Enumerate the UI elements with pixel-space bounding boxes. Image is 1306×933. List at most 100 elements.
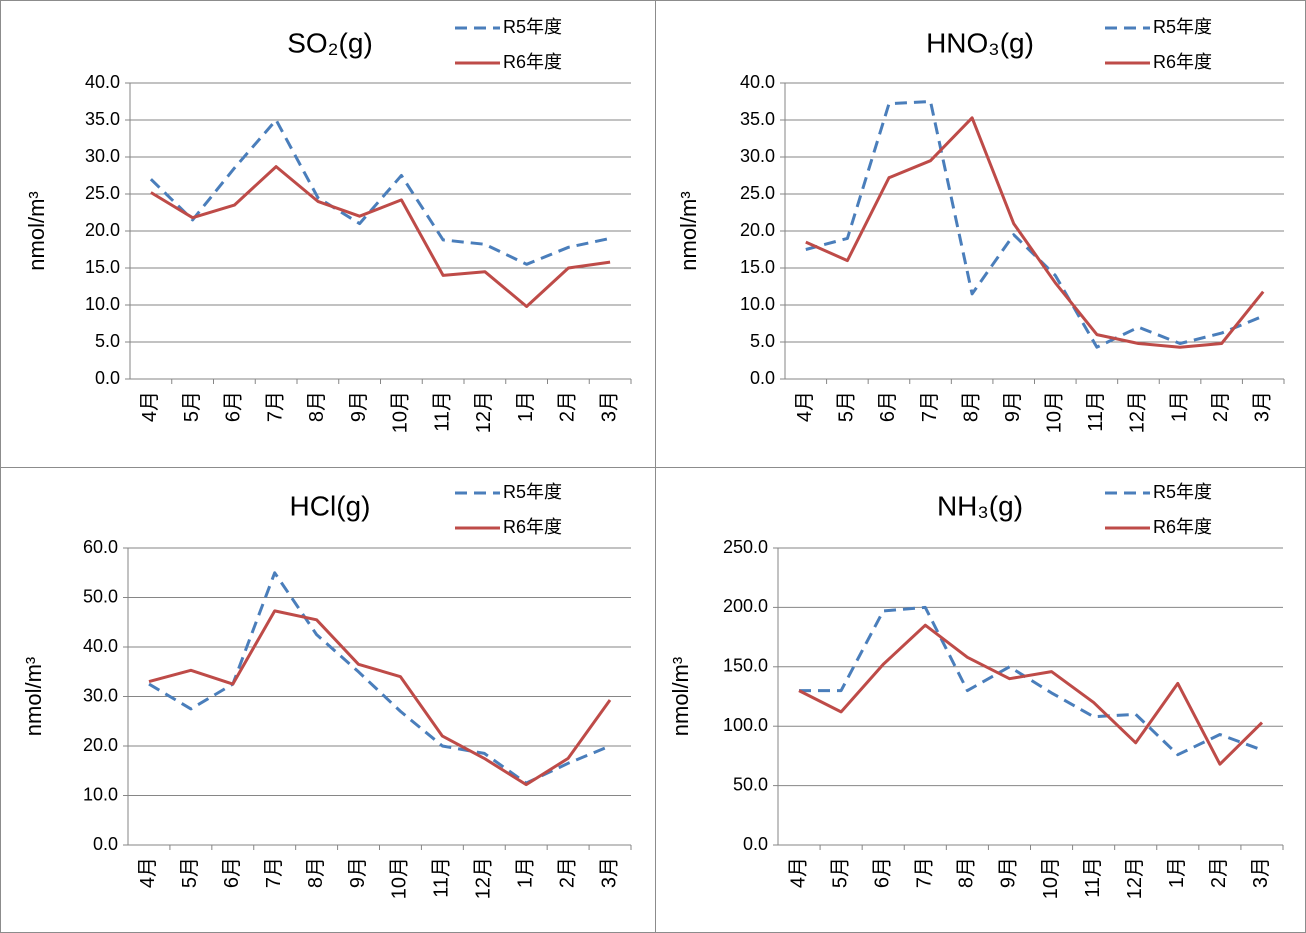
x-tick-label: 3月 [598,391,620,422]
x-tick-label: 1月 [1166,857,1188,888]
y-tick-label: 30.0 [85,146,120,166]
x-tick-label: 3月 [598,857,620,888]
legend-label: R6年度 [503,52,562,72]
y-tick-label: 10.0 [740,294,775,314]
x-tick-label: 5月 [181,391,203,422]
legend-label: R5年度 [1153,482,1212,502]
x-tick-label: 4月 [139,391,161,422]
y-tick-label: 10.0 [85,294,120,314]
y-tick-label: 0.0 [93,834,118,854]
x-tick-label: 2月 [1208,857,1230,888]
y-tick-label: 25.0 [85,183,120,203]
series-line [149,118,611,266]
x-tick-label: 11月 [1085,391,1107,432]
y-tick-label: 100.0 [723,715,768,735]
legend-label: R6年度 [503,517,562,537]
x-tick-label: 4月 [794,391,816,422]
legend-label: R5年度 [503,17,562,37]
y-tick-label: 35.0 [85,109,120,129]
x-tick-label: 7月 [919,391,941,422]
y-tick-label: 50.0 [733,774,768,794]
x-tick-label: 7月 [914,857,936,888]
y-tick-label: 15.0 [85,257,120,277]
x-tick-label: 8月 [305,857,327,888]
legend-label: R5年度 [1153,17,1212,37]
x-tick-label: 8月 [956,857,978,888]
series-line [798,623,1264,766]
x-tick-label: 1月 [1168,391,1190,422]
x-tick-label: 6月 [871,857,893,888]
x-tick-label: 2月 [1210,391,1232,422]
x-tick-label: 3月 [1250,857,1272,888]
y-tick-label: 25.0 [740,183,775,203]
y-axis-label: nmol/m³ [676,191,701,270]
x-tick-label: 6月 [221,857,243,888]
y-tick-label: 50.0 [83,586,118,606]
series-line [799,605,1263,757]
x-tick-label: 10月 [1040,857,1062,899]
chart-title: HNO₃(g) [926,27,1034,58]
chart-title: HCl(g) [290,490,371,521]
x-tick-label: 9月 [998,857,1020,888]
x-tick-label: 3月 [1251,391,1273,422]
x-tick-label: 10月 [389,857,411,899]
legend-label: R6年度 [1153,52,1212,72]
y-tick-label: 20.0 [740,220,775,240]
y-tick-label: 20.0 [85,220,120,240]
x-tick-label: 8月 [960,391,982,422]
y-tick-label: 0.0 [95,368,120,388]
series-line [148,609,612,787]
y-tick-label: 40.0 [85,72,120,92]
x-tick-label: 2月 [556,857,578,888]
y-tick-label: 40.0 [740,72,775,92]
x-tick-label: 7月 [264,391,286,422]
x-tick-label: 11月 [1082,857,1104,898]
x-tick-label: 1月 [515,391,537,422]
y-tick-label: 10.0 [83,784,118,804]
x-tick-label: 2月 [557,391,579,422]
y-tick-label: 0.0 [750,368,775,388]
legend-label: R6年度 [1153,517,1212,537]
x-tick-label: 6月 [223,391,245,422]
x-tick-label: 5月 [829,857,851,888]
x-tick-label: 12月 [473,391,495,433]
x-tick-label: 4月 [137,857,159,888]
y-axis-label: nmol/m³ [24,191,49,270]
x-tick-label: 12月 [1127,391,1149,433]
x-tick-label: 5月 [836,391,858,422]
x-tick-label: 9月 [347,857,369,888]
y-tick-label: 200.0 [723,596,768,616]
y-tick-label: 60.0 [83,537,118,557]
x-tick-label: 12月 [473,857,495,899]
y-tick-label: 5.0 [750,331,775,351]
y-tick-label: 0.0 [743,834,768,854]
y-axis-label: nmol/m³ [21,657,46,736]
y-axis-label: nmol/m³ [668,657,693,736]
x-tick-label: 10月 [1044,391,1066,433]
series-line [805,116,1265,349]
x-tick-label: 11月 [431,857,453,898]
x-tick-label: 12月 [1124,857,1146,899]
x-tick-label: 10月 [390,391,412,433]
x-tick-label: 5月 [179,857,201,888]
y-tick-label: 150.0 [723,656,768,676]
chart-title: SO₂(g) [287,27,373,58]
legend-label: R5年度 [503,482,562,502]
y-tick-label: 20.0 [83,735,118,755]
y-tick-label: 35.0 [740,109,775,129]
x-tick-label: 9月 [1002,391,1024,422]
y-tick-label: 5.0 [95,331,120,351]
x-tick-label: 6月 [877,391,899,422]
y-tick-label: 15.0 [740,257,775,277]
x-tick-label: 8月 [306,391,328,422]
y-tick-label: 30.0 [740,146,775,166]
x-tick-label: 1月 [514,857,536,888]
x-tick-label: 7月 [263,857,285,888]
y-tick-label: 40.0 [83,636,118,656]
y-tick-label: 30.0 [83,685,118,705]
x-tick-label: 4月 [787,857,809,888]
x-tick-label: 9月 [348,391,370,422]
x-tick-label: 11月 [431,391,453,432]
